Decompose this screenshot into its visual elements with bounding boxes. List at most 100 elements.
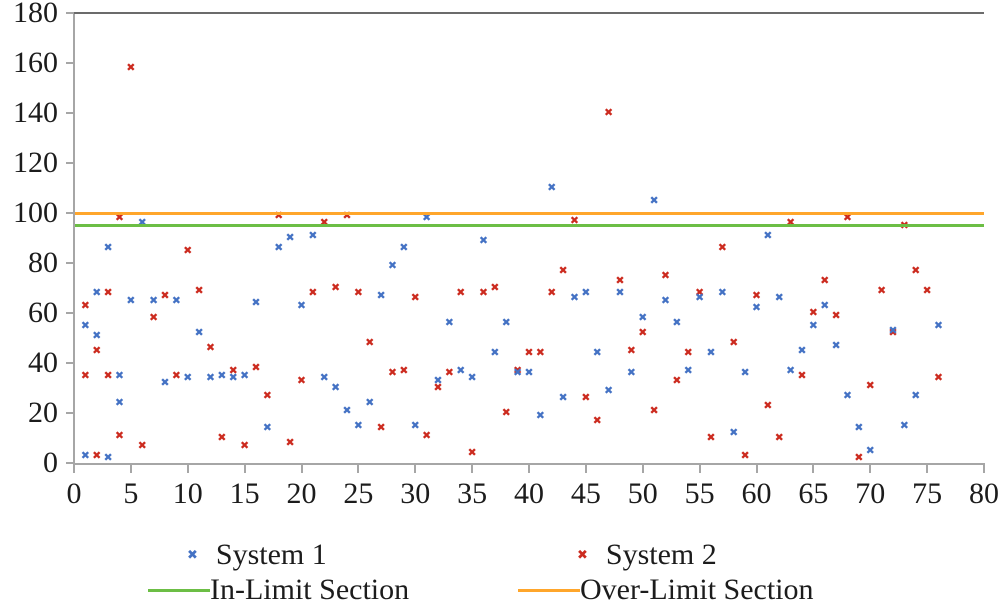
data-point-system1: ✖ <box>308 228 318 242</box>
plot-top-border <box>74 12 984 14</box>
data-point-system1: ✖ <box>80 318 90 332</box>
data-point-system1: ✖ <box>547 181 557 194</box>
x-axis-tick-label: 30 <box>400 477 431 510</box>
y-axis-tick-label: 140 <box>13 96 58 129</box>
data-point-system1: ✖ <box>285 231 295 244</box>
data-point-system1: ✖ <box>933 318 944 332</box>
data-point-system2: ✖ <box>456 286 466 299</box>
data-point-system1: ✖ <box>240 368 250 382</box>
data-point-system1: ✖ <box>660 293 671 307</box>
data-point-system2: ✖ <box>524 346 534 359</box>
y-axis-tick <box>66 212 74 214</box>
data-point-system1: ✖ <box>433 373 443 387</box>
data-point-system1: ✖ <box>717 286 727 299</box>
data-point-system1: ✖ <box>410 418 420 432</box>
legend-label-system2: System 2 <box>605 538 717 571</box>
data-point-system2: ✖ <box>80 298 90 312</box>
data-point-system1: ✖ <box>695 291 705 304</box>
legend-label-system1: System 1 <box>215 538 327 571</box>
y-axis-tick <box>66 162 74 164</box>
data-point-system2: ✖ <box>717 241 727 254</box>
x-axis-tick <box>983 465 985 473</box>
data-point-system1: ✖ <box>831 338 841 352</box>
x-axis-tick <box>186 465 189 473</box>
data-point-system2: ✖ <box>103 368 113 382</box>
data-point-system2: ✖ <box>387 366 398 379</box>
data-point-system1: ✖ <box>490 346 500 359</box>
y-axis-tick-label: 160 <box>13 46 58 79</box>
data-point-system2: ✖ <box>160 288 170 302</box>
in-limit-line-icon <box>148 588 210 592</box>
x-axis-tick-label: 45 <box>570 477 601 510</box>
x-axis-tick <box>414 465 417 473</box>
x-axis-tick <box>812 465 815 473</box>
y-axis-tick-label: 180 <box>13 0 58 29</box>
data-point-system1: ✖ <box>228 371 238 384</box>
y-axis-tick <box>66 462 74 464</box>
data-point-system2: ✖ <box>729 336 739 349</box>
data-point-system1: ✖ <box>501 316 511 329</box>
data-point-system1: ✖ <box>251 296 261 309</box>
data-point-system2: ✖ <box>649 403 659 417</box>
y-axis-tick-label: 20 <box>28 396 58 429</box>
legend-item-system1: ✖ System 1 <box>187 537 327 573</box>
legend-item-in-limit: In-Limit Section <box>148 572 409 608</box>
data-point-system2: ✖ <box>535 346 545 359</box>
x-axis-tick-label: 65 <box>798 477 829 510</box>
data-point-system2: ✖ <box>888 326 898 339</box>
data-point-system2: ✖ <box>615 273 625 287</box>
data-point-system1: ✖ <box>319 371 329 384</box>
data-point-system1: ✖ <box>171 293 181 307</box>
y-axis-tick-label: 100 <box>13 196 58 229</box>
data-point-system2: ✖ <box>262 388 272 402</box>
data-point-system1: ✖ <box>160 376 170 389</box>
data-point-system2: ✖ <box>774 431 784 444</box>
data-point-system2: ✖ <box>126 61 136 74</box>
data-point-system1: ✖ <box>513 366 523 379</box>
data-point-system2: ✖ <box>638 326 648 339</box>
x-axis-tick <box>528 465 530 473</box>
x-axis-tick <box>73 465 75 473</box>
data-point-system1: ✖ <box>763 228 773 242</box>
x-axis-tick-label: 15 <box>229 477 260 510</box>
data-point-system2: ✖ <box>490 281 500 294</box>
y-axis-tick-label: 40 <box>28 346 58 379</box>
data-point-system2: ✖ <box>308 286 318 299</box>
data-point-system1: ✖ <box>569 291 580 304</box>
data-point-system1: ✖ <box>865 443 875 457</box>
data-point-system2: ✖ <box>114 428 125 442</box>
data-point-system2: ✖ <box>194 283 204 297</box>
data-point-system2: ✖ <box>626 343 636 357</box>
in-limit-line <box>74 224 984 227</box>
y-axis-tick-label: 120 <box>13 146 58 179</box>
x-axis-tick <box>869 465 872 473</box>
data-point-system1: ✖ <box>797 343 807 357</box>
data-point-system1: ✖ <box>524 366 534 379</box>
data-point-system1: ✖ <box>183 371 193 384</box>
x-axis-tick <box>584 465 587 473</box>
data-point-system1: ✖ <box>581 286 591 299</box>
data-point-system2: ✖ <box>240 438 250 452</box>
data-point-system2: ✖ <box>513 363 523 377</box>
data-point-system1: ✖ <box>92 328 102 342</box>
data-point-system1: ✖ <box>638 311 648 324</box>
data-point-system2: ✖ <box>228 363 238 377</box>
data-point-system1: ✖ <box>274 241 284 254</box>
y-axis-tick-label: 0 <box>43 446 58 479</box>
x-axis-tick-label: 10 <box>172 477 203 510</box>
x-axis-tick <box>471 465 474 473</box>
data-point-system2: ✖ <box>842 211 853 224</box>
x-axis-tick-label: 80 <box>969 477 999 510</box>
data-point-system1: ✖ <box>899 418 909 432</box>
data-point-system1: ✖ <box>604 383 614 397</box>
y-axis-tick <box>66 112 74 114</box>
x-axis-tick <box>755 465 758 473</box>
data-point-system1: ✖ <box>751 301 762 314</box>
x-axis-tick-label: 20 <box>286 477 317 510</box>
data-point-system2: ✖ <box>149 311 159 324</box>
y-axis-tick <box>66 312 74 314</box>
data-point-system2: ✖ <box>763 398 773 412</box>
data-point-system1: ✖ <box>296 298 307 312</box>
data-point-system2: ✖ <box>547 286 557 299</box>
